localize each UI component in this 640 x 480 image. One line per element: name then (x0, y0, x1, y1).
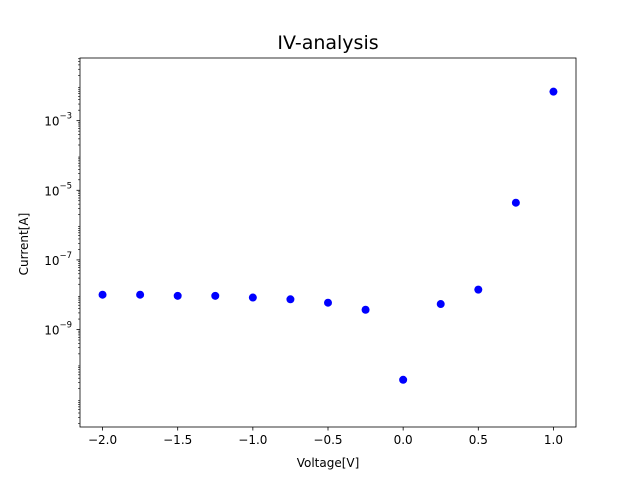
x-tick-label: 0.0 (394, 433, 413, 447)
data-point (511, 198, 520, 207)
data-point (361, 305, 370, 314)
data-point (173, 291, 182, 300)
data-point (474, 285, 483, 294)
data-point (399, 375, 408, 384)
data-point (324, 298, 332, 307)
data-point (211, 291, 220, 300)
y-tick-label: 10−3 (44, 112, 72, 129)
x-tick-label: −2.0 (88, 433, 117, 447)
x-tick-label: −1.0 (238, 433, 267, 447)
x-tick-label: −1.5 (163, 433, 192, 447)
y-axis-label: Current[A] (17, 213, 31, 276)
data-point (248, 293, 257, 302)
x-tick-label: 1.0 (544, 433, 563, 447)
axes-frame (79, 57, 577, 428)
data-point (549, 87, 558, 96)
x-tick-label: −0.5 (313, 433, 342, 447)
data-point (136, 290, 145, 299)
x-tick-label: 0.5 (469, 433, 488, 447)
chart-title: IV-analysis (277, 32, 378, 54)
y-tick-label: 10−7 (44, 251, 72, 268)
data-point (436, 300, 445, 309)
y-tick-label: 10−5 (44, 181, 72, 198)
x-axis-label: Voltage[V] (297, 456, 360, 470)
y-tick-label: 10−9 (44, 321, 72, 338)
plot-area: −2.0 −1.5 −1.0 −0.5 0.0 0.5 1.0 10−9 10−7 10−5 10−… (44, 57, 577, 447)
data-point (286, 295, 295, 304)
data-point (98, 290, 107, 299)
